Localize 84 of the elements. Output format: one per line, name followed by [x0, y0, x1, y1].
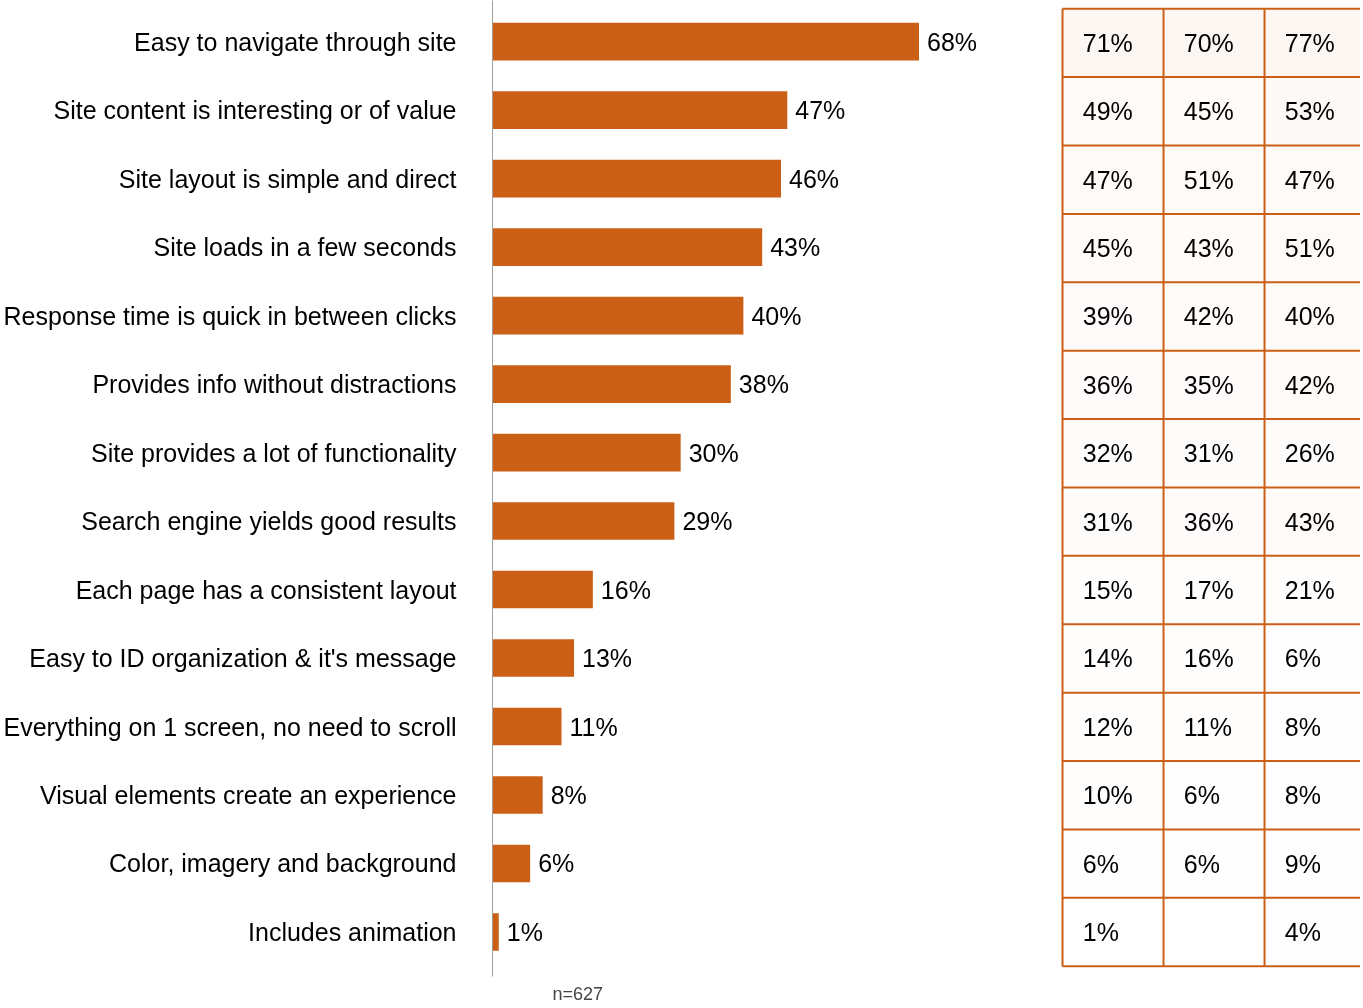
data-label: 43%: [1284, 507, 1335, 536]
y-tick-label: Easy to navigate through site: [134, 27, 457, 56]
bar: [492, 707, 562, 746]
data-label: 26%: [1284, 439, 1335, 468]
bar: [492, 502, 675, 540]
data-label: 13%: [582, 644, 633, 673]
bar: [492, 776, 543, 814]
data-label: 49%: [1082, 97, 1133, 126]
data-label: 14%: [1082, 644, 1133, 673]
bar: [492, 159, 782, 198]
data-label: 30%: [688, 438, 739, 467]
y-tick-label: Site provides a lot of functionality: [91, 438, 457, 467]
data-label: 42%: [1284, 370, 1335, 399]
data-label: 16%: [600, 575, 651, 604]
bar: [492, 844, 531, 883]
bar: [492, 365, 731, 403]
bar: [492, 91, 788, 129]
bar: [492, 296, 744, 335]
y-tick-label: Search engine yields good results: [81, 507, 457, 536]
data-label: 16%: [1183, 644, 1234, 673]
data-label: 29%: [682, 507, 733, 536]
data-label: 36%: [1082, 370, 1133, 399]
data-label: 9%: [1284, 849, 1321, 878]
data-label: 11%: [569, 712, 618, 741]
data-label: 11%: [1183, 712, 1232, 741]
data-label: 40%: [1284, 302, 1335, 331]
data-label: 39%: [1082, 302, 1133, 331]
data-label: 45%: [1183, 97, 1234, 126]
data-label: 6%: [1183, 849, 1220, 878]
data-label: 4%: [1284, 918, 1321, 947]
data-label: 35%: [1183, 370, 1234, 399]
data-label: 53%: [1284, 97, 1335, 126]
y-tick-label: Color, imagery and background: [109, 849, 457, 878]
bar: [492, 570, 593, 609]
data-label: 42%: [1183, 302, 1234, 331]
y-tick-label: Provides info without distractions: [92, 370, 457, 399]
data-label: 32%: [1082, 439, 1133, 468]
data-label: 31%: [1183, 439, 1234, 468]
data-label: 36%: [1183, 507, 1234, 536]
text: n=627: [552, 983, 604, 1004]
data-label: 1%: [1082, 918, 1119, 947]
bar: [492, 22, 920, 61]
y-tick-label: Site layout is simple and direct: [118, 164, 457, 193]
data-label: 17%: [1183, 576, 1234, 605]
bar: [492, 433, 681, 472]
y-tick-label: Easy to ID organization & it's message: [29, 644, 457, 673]
data-label: 43%: [770, 233, 821, 262]
data-label: 6%: [1183, 781, 1220, 810]
data-label: 8%: [550, 781, 587, 809]
y-tick-label: Everything on 1 screen, no need to scroll: [3, 712, 457, 741]
data-label: 6%: [538, 849, 575, 878]
data-label: 10%: [1082, 781, 1133, 810]
y-tick-label: Each page has a consistent layout: [75, 575, 457, 604]
y-tick-label: Site loads in a few seconds: [153, 233, 457, 262]
data-label: 31%: [1082, 507, 1133, 536]
data-label: 21%: [1284, 576, 1335, 605]
bar: [492, 913, 499, 951]
data-label: 38%: [738, 370, 789, 399]
data-label: 45%: [1082, 234, 1133, 263]
data-label: 47%: [795, 96, 846, 125]
data-label: 77%: [1284, 28, 1335, 57]
data-label: 8%: [1284, 712, 1321, 741]
data-label: 40%: [751, 301, 802, 330]
data-label: 47%: [1082, 165, 1133, 194]
data-label: 15%: [1082, 576, 1133, 605]
data-label: 51%: [1183, 165, 1234, 194]
data-label: 1%: [506, 917, 543, 946]
data-label: 70%: [1183, 28, 1234, 57]
data-label: 71%: [1082, 28, 1133, 57]
y-tick-label: Response time is quick in between clicks: [3, 301, 457, 330]
bar: [492, 639, 575, 677]
data-label: 46%: [789, 164, 840, 193]
data-label: 12%: [1082, 712, 1133, 741]
data-label: 43%: [1183, 234, 1234, 263]
data-label: 47%: [1284, 165, 1335, 194]
y-tick-label: Site content is interesting or of value: [53, 96, 457, 125]
data-label: 8%: [1284, 781, 1321, 810]
y-tick-label: Visual elements create an experience: [40, 781, 457, 809]
data-label: 68%: [927, 27, 978, 56]
y-tick-label: Includes animation: [248, 917, 457, 946]
bar: [492, 228, 763, 266]
data-label: 6%: [1284, 644, 1321, 673]
data-label: 6%: [1082, 849, 1119, 878]
data-label: 51%: [1284, 234, 1335, 263]
